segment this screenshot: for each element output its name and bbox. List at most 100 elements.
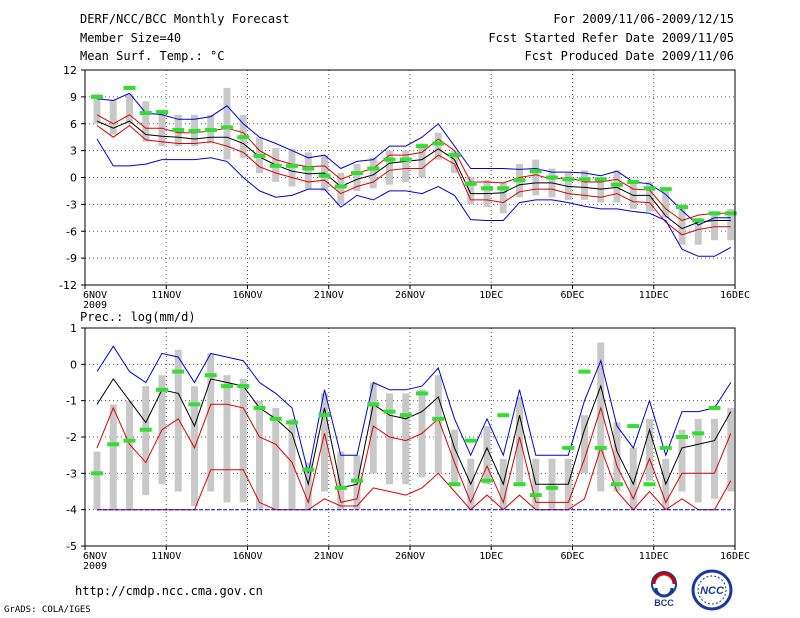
temperature-observed-marker (464, 181, 477, 186)
temperature-observed-marker (334, 184, 347, 189)
precipitation-observed-marker (578, 369, 591, 374)
precipitation-observed-marker (659, 445, 672, 450)
precipitation-observed-marker (156, 387, 168, 392)
temperature-observed-marker (481, 186, 493, 191)
temperature-ensemble-box (678, 204, 686, 245)
precipitation-ensemble-box (304, 462, 312, 510)
variable-label: Mean Surf. Temp.: °C (80, 49, 225, 63)
temperature-ensemble-box (451, 150, 458, 174)
temperature-ytick-label: -12 (59, 279, 77, 292)
temperature-observed-marker (627, 179, 640, 184)
temperature-ensemble-box (662, 190, 670, 218)
forecast-produced-date: Fcst Produced Date 2009/11/06 (524, 49, 734, 63)
temperature-observed-marker (676, 205, 688, 210)
temperature-ytick-label: 3 (70, 145, 77, 158)
precipitation-observed-marker (383, 409, 396, 414)
precipitation-ytick-label: -2 (66, 431, 77, 444)
precipitation-ensemble-box (174, 349, 182, 492)
temperature-observed-marker (529, 169, 542, 174)
temperature-ensemble-box (304, 152, 312, 190)
precipitation-observed-marker (91, 471, 103, 476)
temperature-xtick-label: 16NOV (232, 290, 262, 301)
temperature-observed-marker (139, 111, 152, 115)
temperature-observed-marker (724, 211, 737, 216)
temperature-ensemble-box (109, 99, 117, 135)
precipitation-ensemble-box (223, 375, 231, 503)
precipitation-title: Prec.: log(mm/d) (80, 310, 196, 324)
precipitation-ensemble-box (694, 418, 702, 503)
precipitation-ytick-label: -5 (66, 540, 77, 553)
precipitation-ytick-label: -4 (66, 504, 77, 517)
temperature-ensemble-box (418, 143, 426, 178)
temperature-observed-marker (399, 157, 412, 162)
precipitation-observed-marker (676, 435, 688, 439)
precipitation-ensemble-box (711, 418, 718, 499)
temperature-observed-marker (497, 186, 510, 191)
precipitation-observed-marker (416, 391, 428, 396)
precipitation-ensemble-box (451, 429, 458, 485)
temperature-observed-marker (643, 186, 656, 191)
precipitation-ensemble-box (386, 393, 393, 485)
precipitation-ytick-label: 1 (70, 322, 77, 335)
temperature-ensemble-box (499, 182, 507, 214)
precipitation-observed-marker (448, 482, 461, 487)
precipitation-observed-marker (399, 413, 412, 418)
temperature-frame (84, 69, 736, 286)
precipitation-observed-marker (286, 420, 298, 425)
precipitation-ensemble-box (191, 386, 198, 507)
precipitation-observed-marker (594, 445, 607, 450)
precipitation-observed-marker (432, 416, 445, 421)
temperature-observed-marker (123, 85, 136, 90)
precipitation-observed-marker (643, 482, 656, 487)
temperature-xtick-label: 6DEC (560, 290, 584, 301)
temperature-observed-marker (432, 141, 445, 146)
precipitation-xtick-label: 6NOV (83, 551, 107, 562)
temperature-ensemble-box (694, 217, 702, 245)
temperature-ytick-label: 0 (70, 172, 77, 185)
precipitation-ensemble-box (239, 378, 247, 503)
temperature-observed-marker (383, 157, 396, 162)
temperature-ensemble-box (369, 157, 377, 189)
precipitation-ensemble-box (142, 386, 150, 496)
temperature-ensemble-box (532, 159, 540, 196)
temperature-ensemble-box (337, 173, 345, 205)
temperature-observed-marker (367, 166, 380, 171)
temperature-observed-marker (562, 177, 575, 182)
temperature-observed-marker (172, 128, 185, 133)
temperature-ensemble-box (434, 132, 442, 160)
footer-url[interactable]: http://cmdp.ncc.cma.gov.cn (75, 584, 263, 598)
precipitation-xtick-label: 1DEC (479, 551, 503, 562)
temperature-observed-marker (91, 94, 103, 99)
precipitation-observed-marker (253, 405, 266, 410)
temperature-ytick-label: -9 (66, 252, 77, 265)
member-size-label: Member Size=40 (80, 31, 182, 45)
temperature-ytick-label: 6 (70, 118, 77, 131)
bcc-logo: BCC (642, 570, 686, 612)
temperature-ytick-label: -3 (66, 198, 77, 211)
temperature-observed-marker (708, 211, 721, 216)
temperature-xtick-label: 1DEC (479, 290, 503, 301)
precipitation-ensemble-box (93, 451, 101, 510)
bcc-logo-text: BCC (654, 598, 674, 608)
precipitation-ytick-label: -1 (66, 395, 77, 408)
temperature-observed-marker (188, 128, 201, 133)
temperature-observed-marker (221, 125, 233, 130)
temperature-observed-marker (416, 144, 428, 149)
precipitation-xtick-year: 2009 (83, 561, 107, 572)
precipitation-observed-marker (302, 467, 315, 472)
temperature-ensemble-box (126, 94, 133, 124)
precipitation-observed-marker (221, 384, 233, 389)
temperature-xtick-label: 11DEC (639, 290, 669, 301)
precipitation-observed-marker (107, 442, 120, 447)
temperature-observed-marker (156, 110, 168, 115)
precipitation-observed-marker (692, 431, 705, 436)
temperature-ytick-label: -6 (66, 225, 77, 238)
temperature-observed-marker (253, 154, 266, 158)
precipitation-observed-marker (269, 416, 282, 421)
temperature-observed-marker (578, 177, 591, 182)
precipitation-observed-marker (611, 482, 623, 487)
precipitation-ensemble-box (109, 404, 117, 510)
temperature-xtick-label: 16DEC (720, 290, 750, 301)
precipitation-observed-marker (123, 438, 136, 443)
